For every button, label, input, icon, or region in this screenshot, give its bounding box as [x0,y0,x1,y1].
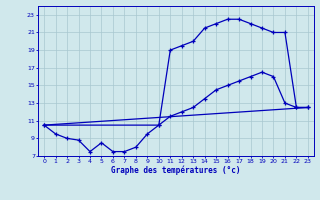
X-axis label: Graphe des températures (°c): Graphe des températures (°c) [111,166,241,175]
